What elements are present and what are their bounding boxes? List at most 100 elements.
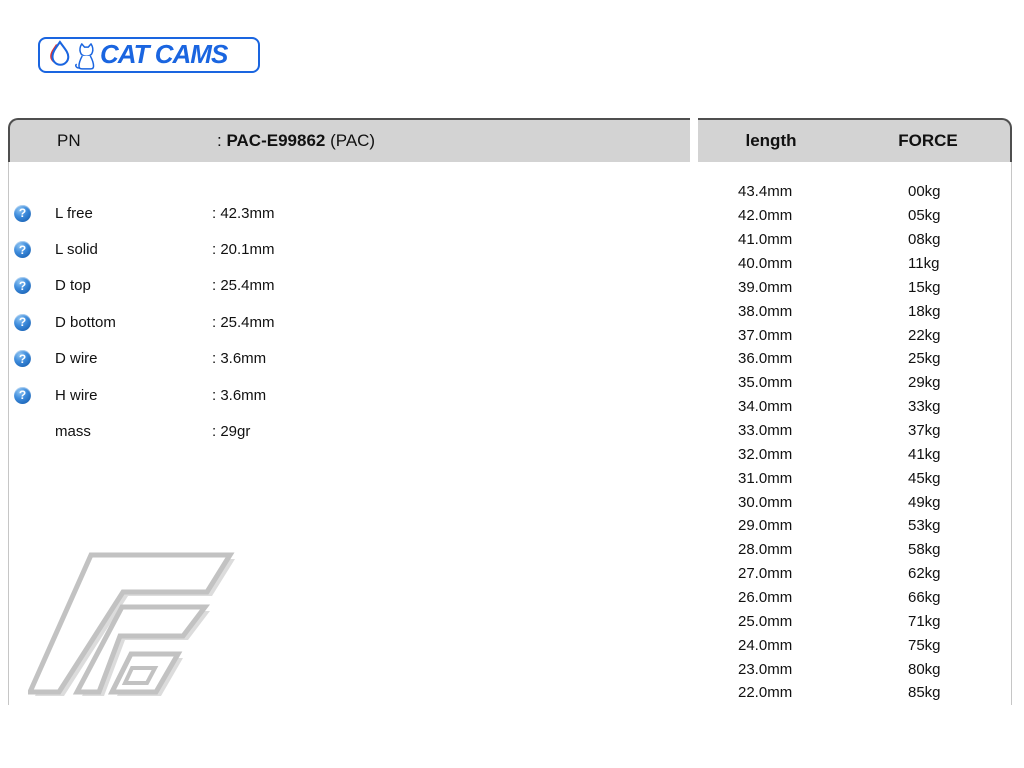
watermark-band-hole [121,666,159,685]
force-cell: 80kg [908,660,941,678]
force-cell: 62kg [908,565,941,583]
length-cell: 38.0mm [738,302,793,320]
length-cell: 26.0mm [738,589,793,607]
length-cell: 27.0mm [738,565,793,583]
length-cell: 42.0mm [738,207,793,225]
force-table-row: 29.0mm 53kg [698,514,1012,538]
help-icon[interactable]: ? [14,204,31,222]
help-icon[interactable]: ? [14,277,31,295]
force-cell: 25kg [908,350,941,368]
part-number-header: PN : PAC-E99862 (PAC) [8,118,690,162]
force-cell: 11kg [908,255,940,272]
spec-value: : 42.3mm [212,204,275,222]
force-table-row: 22.0mm 85kg [698,681,1012,705]
force-table-row: 40.0mm 11kg [698,252,1012,276]
length-cell: 25.0mm [738,612,793,630]
spec-row: ? L solid : 20.1mm [8,231,690,267]
length-cell: 31.0mm [738,469,793,487]
spec-label: L free [55,204,93,222]
help-icon[interactable]: ? [14,241,31,259]
spec-label: H wire [55,386,98,404]
force-cell: 37kg [908,422,941,440]
force-cell: 29kg [908,374,941,392]
force-table-row: 35.0mm 29kg [698,371,1012,395]
length-cell: 40.0mm [738,255,793,272]
spec-label: L solid [55,241,98,259]
force-table-row: 34.0mm 33kg [698,395,1012,419]
force-table-row: 26.0mm 66kg [698,586,1012,610]
length-cell: 39.0mm [738,278,793,296]
logo-wordmark: CAT CAMS [100,39,228,69]
length-cell: 41.0mm [738,231,793,249]
force-cell: 22kg [908,326,941,344]
force-cell: 49kg [908,493,941,511]
length-cell: 32.0mm [738,445,793,463]
force-table-row: 28.0mm 58kg [698,538,1012,562]
force-cell: 58kg [908,541,941,559]
spec-row: ? mass : 29gr [8,413,690,449]
force-cell: 85kg [908,684,941,702]
pn-colon: : [217,131,227,150]
force-table-row: 25.0mm 71kg [698,609,1012,633]
force-table-row: 33.0mm 37kg [698,419,1012,443]
help-icon[interactable]: ? [14,350,31,368]
spec-row: ? L free : 42.3mm [8,195,690,231]
spec-value: : 20.1mm [212,241,275,259]
force-cell: 75kg [908,636,941,654]
blue-drop-icon [51,40,70,66]
help-icon[interactable]: ? [14,386,31,404]
watermark-band-outer [28,552,235,695]
length-cell: 43.4mm [738,183,793,201]
force-table-row: 30.0mm 49kg [698,490,1012,514]
spec-row: ? D wire : 3.6mm [8,341,690,377]
force-cell: 53kg [908,517,941,535]
cat-cams-logo[interactable]: CAT CAMS [38,37,260,73]
force-cell: 66kg [908,589,941,607]
length-cell: 34.0mm [738,398,793,416]
spec-row: ? D bottom : 25.4mm [8,304,690,340]
force-table-row: 39.0mm 15kg [698,275,1012,299]
force-cell: 08kg [908,231,941,249]
length-cell: 29.0mm [738,517,793,535]
force-table-row: 37.0mm 22kg [698,323,1012,347]
right-panel-border [1011,162,1012,705]
spec-row: ? D top : 25.4mm [8,268,690,304]
force-table-row: 27.0mm 62kg [698,562,1012,586]
spec-row: ? H wire : 3.6mm [8,377,690,413]
force-table-row: 36.0mm 25kg [698,347,1012,371]
pn-value: : PAC-E99862 (PAC) [217,131,375,151]
force-table-row: 32.0mm 41kg [698,442,1012,466]
length-cell: 37.0mm [738,326,793,344]
length-cell: 36.0mm [738,350,793,368]
length-cell: 33.0mm [738,422,793,440]
force-table-row: 38.0mm 18kg [698,299,1012,323]
force-cell: 00kg [908,183,941,201]
force-table-header: length FORCE [698,118,1012,162]
help-icon[interactable]: ? [14,313,31,331]
spec-list: ? L free : 42.3mm ? L solid : 20.1mm ? D… [8,195,690,450]
spec-value: : 3.6mm [212,386,267,404]
left-panel-border [8,162,9,705]
spec-label: D bottom [55,313,116,331]
force-cell: 71kg [908,612,941,630]
force-table-row: 24.0mm 75kg [698,633,1012,657]
spec-label: mass [55,423,91,441]
spec-value: : 25.4mm [212,313,275,331]
force-table-row: 42.0mm 05kg [698,204,1012,228]
force-table-row: 43.4mm 00kg [698,180,1012,204]
length-cell: 24.0mm [738,636,793,654]
pn-suffix: (PAC) [325,131,376,150]
force-cell: 41kg [908,445,941,463]
cat-icon [75,43,95,70]
force-cell: 05kg [908,207,941,225]
force-table: 43.4mm 00kg 42.0mm 05kg 41.0mm 08kg 40.0… [698,180,1012,705]
length-cell: 28.0mm [738,541,793,559]
length-column-header: length [745,131,797,150]
length-cell: 23.0mm [738,660,793,678]
force-table-row: 41.0mm 08kg [698,228,1012,252]
watermark-band-middle [72,604,211,695]
spec-value: : 3.6mm [212,350,267,368]
watermark-logo [28,552,235,696]
force-table-row: 31.0mm 45kg [698,466,1012,490]
spec-label: D wire [55,350,98,368]
